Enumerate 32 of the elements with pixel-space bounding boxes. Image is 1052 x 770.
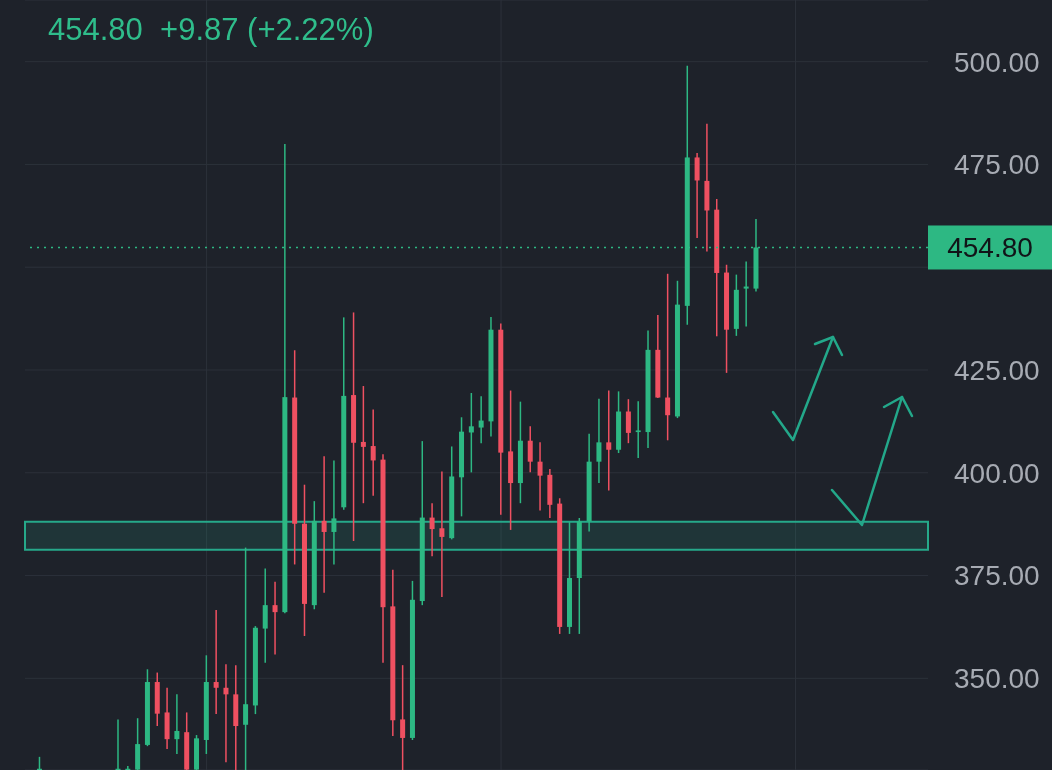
y-tick-label: 425.00 bbox=[954, 354, 1040, 386]
y-tick-label: 500.00 bbox=[954, 46, 1040, 78]
candlestick bbox=[213, 609, 219, 715]
candlestick bbox=[743, 260, 749, 328]
candlestick bbox=[243, 546, 249, 770]
candlestick bbox=[272, 580, 278, 656]
candlestick bbox=[174, 693, 180, 755]
candlestick bbox=[262, 567, 268, 664]
candlestick bbox=[527, 425, 533, 474]
candlestick bbox=[331, 459, 337, 566]
candlestick bbox=[321, 455, 327, 594]
candlestick bbox=[665, 273, 671, 442]
y-tick-label: 375.00 bbox=[954, 560, 1040, 592]
candlestick bbox=[360, 385, 366, 504]
candlestick bbox=[596, 398, 602, 484]
ref-line-label: 454.80 bbox=[947, 232, 1033, 264]
candlestick bbox=[439, 470, 445, 598]
candlestick bbox=[478, 395, 484, 444]
candlestick bbox=[468, 392, 474, 474]
candlestick bbox=[694, 152, 700, 239]
y-tick-label: 400.00 bbox=[954, 457, 1040, 489]
candlestick bbox=[625, 398, 631, 444]
candlestick bbox=[400, 664, 406, 770]
chart-title: 454.80 +9.87 (+2.22%) bbox=[48, 12, 374, 48]
candlestick bbox=[606, 389, 612, 492]
candlestick bbox=[635, 400, 641, 459]
y-tick-label: 350.00 bbox=[954, 663, 1040, 695]
y-tick-label: 475.00 bbox=[954, 149, 1040, 181]
candlestick bbox=[429, 502, 435, 557]
candlestick bbox=[537, 441, 543, 512]
candlestick bbox=[370, 408, 376, 497]
candlestick bbox=[223, 663, 229, 763]
